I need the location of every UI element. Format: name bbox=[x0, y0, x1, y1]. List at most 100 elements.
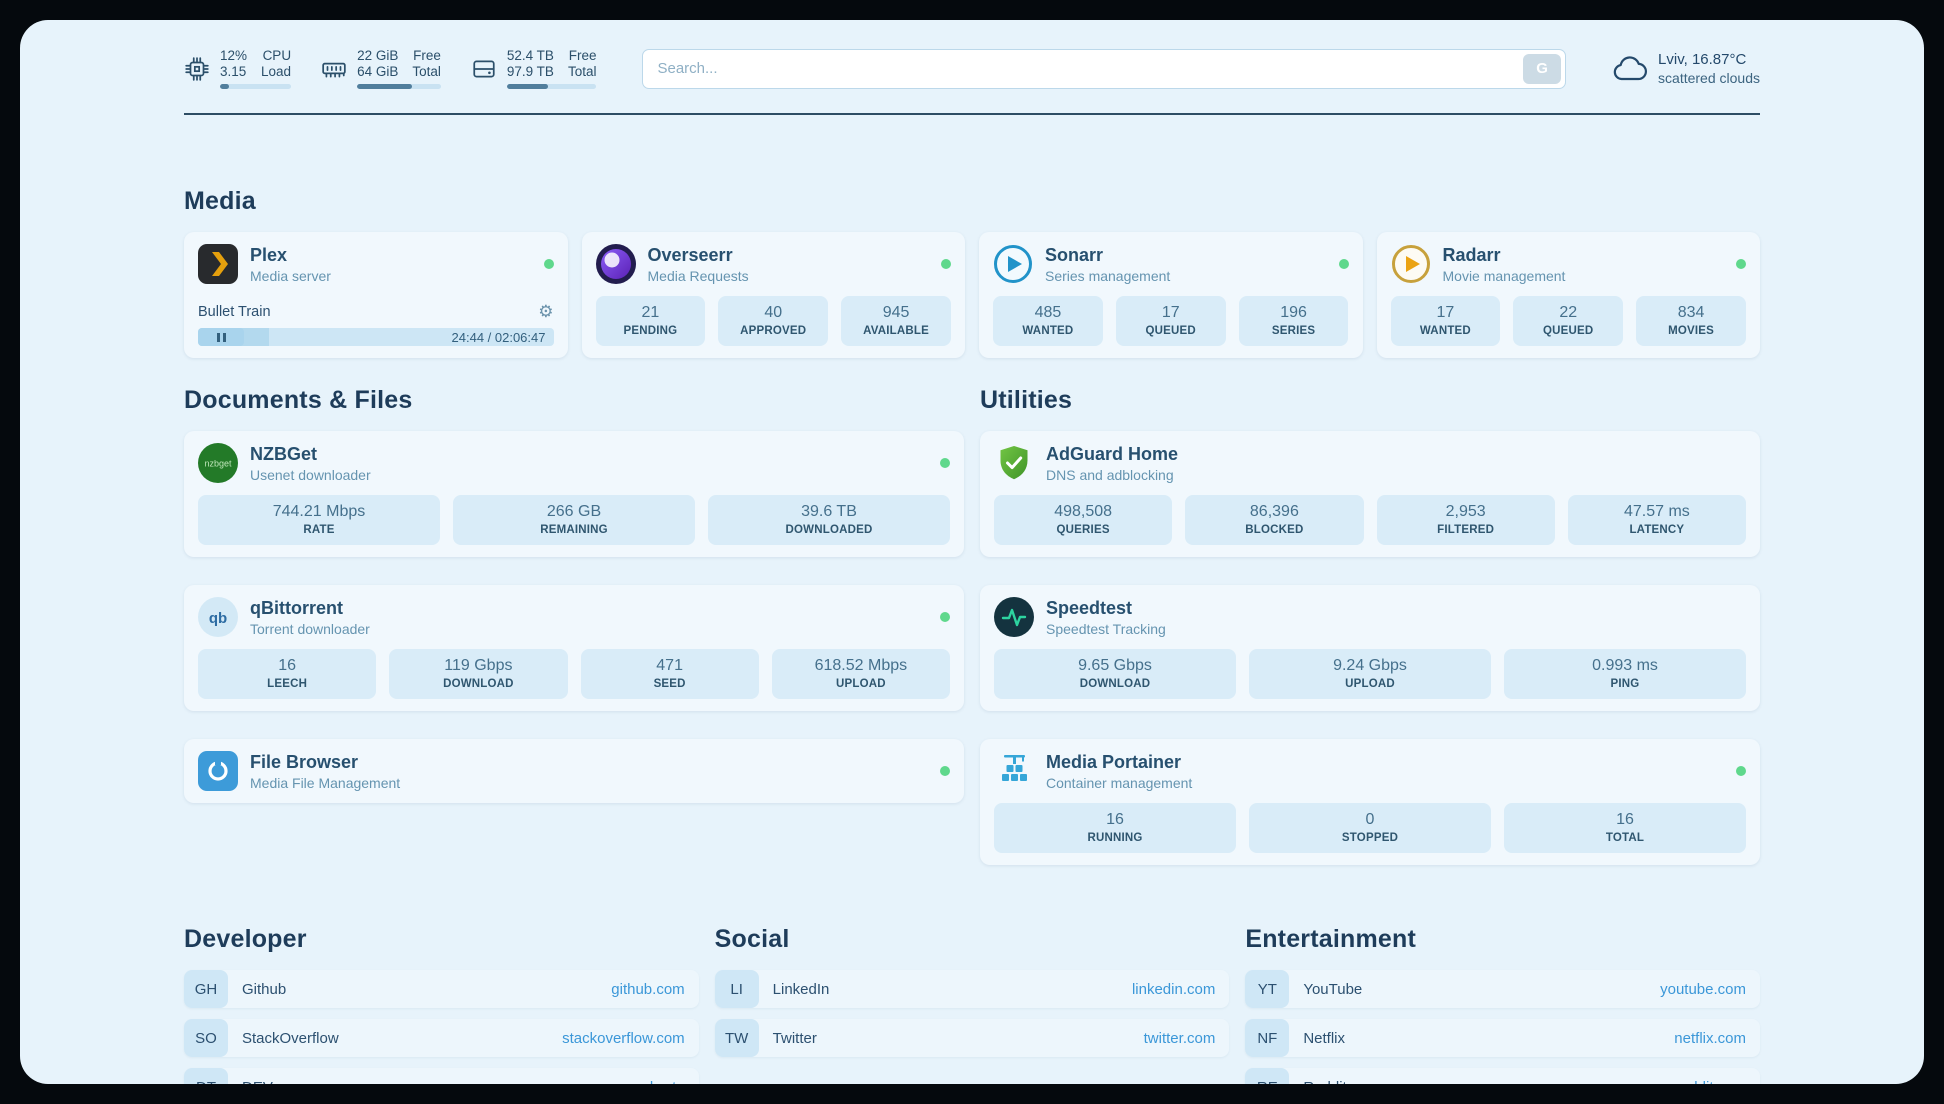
pause-button[interactable] bbox=[198, 328, 244, 346]
bookmark-url: reddit.com bbox=[1676, 1079, 1746, 1085]
search-input[interactable] bbox=[642, 48, 1567, 89]
nzbget-link[interactable]: nzbget NZBGet Usenet downloader bbox=[198, 443, 950, 483]
search-bar: G bbox=[642, 48, 1567, 89]
disk-widget: 52.4 TB Free 97.9 TB Total bbox=[471, 48, 597, 89]
bookmark-linkedin[interactable]: LI LinkedIn linkedin.com bbox=[714, 970, 1230, 1008]
bookmark-url: youtube.com bbox=[1660, 980, 1746, 998]
section-title-documents: Documents & Files bbox=[184, 386, 413, 414]
service-stats: 498,508 QUERIES 86,396 BLOCKED 2,953 FIL… bbox=[994, 483, 1746, 545]
service-card-radarr: Radarr Movie management 17 WANTED 22 QUE… bbox=[1376, 232, 1760, 358]
bookmark-stackoverflow[interactable]: SO StackOverflow stackoverflow.com bbox=[184, 1019, 699, 1057]
stat-box: 17 WANTED bbox=[1390, 296, 1501, 346]
service-name: Sonarr bbox=[1045, 244, 1104, 265]
section-title-developer: Developer bbox=[184, 925, 307, 953]
disk-icon bbox=[471, 56, 497, 82]
bookmark-name: DEV bbox=[242, 1079, 273, 1085]
service-stats: 16 LEECH 119 Gbps DOWNLOAD 471 SEED 61 bbox=[198, 637, 950, 699]
overseerr-link[interactable]: Overseerr Media Requests bbox=[595, 244, 951, 284]
portainer-link[interactable]: Media Portainer Container management bbox=[994, 751, 1746, 791]
stat-box: 196 SERIES bbox=[1238, 296, 1349, 346]
service-desc: Media Requests bbox=[647, 267, 749, 284]
memory-free-label: Free bbox=[413, 48, 441, 63]
bookmark-url: twitter.com bbox=[1143, 1029, 1216, 1047]
stat-box: 40 APPROVED bbox=[718, 296, 829, 346]
service-desc: Series management bbox=[1045, 267, 1171, 284]
weather-condition: scattered clouds bbox=[1658, 70, 1760, 86]
bookmark-name: LinkedIn bbox=[772, 980, 830, 998]
search-provider-button[interactable]: G bbox=[1523, 53, 1562, 84]
topbar: 12% CPU 3.15 Load bbox=[184, 48, 1760, 89]
bookmark-abbr: RE bbox=[1245, 1068, 1290, 1084]
service-stats: 485 WANTED 17 QUEUED 196 SERIES bbox=[993, 284, 1349, 346]
stat-box: 266 GB REMAINING bbox=[453, 495, 695, 545]
bookmark-group-developer: Developer GH Github github.com SO StackO… bbox=[184, 925, 699, 1084]
radarr-link[interactable]: Radarr Movie management bbox=[1391, 244, 1746, 284]
stat-box: 21 PENDING bbox=[595, 296, 706, 346]
memory-progressbar bbox=[357, 84, 441, 89]
stat-box: 2,953 FILTERED bbox=[1376, 495, 1555, 545]
service-stats: 744.21 Mbps RATE 266 GB REMAINING 39.6 T… bbox=[198, 483, 950, 545]
service-card-nzbget: nzbget NZBGet Usenet downloader 744.21 M… bbox=[184, 431, 964, 557]
stat-box: 945 AVAILABLE bbox=[841, 296, 951, 346]
bookmark-abbr: SO bbox=[184, 1019, 228, 1057]
bookmark-name: StackOverflow bbox=[242, 1029, 339, 1047]
qbittorrent-link[interactable]: qb qBittorrent Torrent downloader bbox=[198, 597, 950, 637]
stat-box: 744.21 Mbps RATE bbox=[198, 495, 440, 545]
cpu-load: 3.15 bbox=[220, 64, 247, 79]
bookmark-netflix[interactable]: NF Netflix netflix.com bbox=[1245, 1019, 1760, 1057]
status-dot bbox=[940, 458, 950, 468]
cpu-load-label: Load bbox=[261, 64, 292, 79]
stat-box: 16 LEECH bbox=[198, 649, 377, 699]
bookmark-youtube[interactable]: YT YouTube youtube.com bbox=[1245, 970, 1760, 1008]
service-card-speedtest: Speedtest Speedtest Tracking 9.65 Gbps D… bbox=[980, 585, 1760, 711]
plex-link[interactable]: Plex Media server bbox=[198, 244, 554, 284]
radarr-icon bbox=[1391, 244, 1431, 284]
bookmark-twitter[interactable]: TW Twitter twitter.com bbox=[714, 1019, 1230, 1057]
cloud-icon bbox=[1612, 54, 1648, 84]
service-name: NZBGet bbox=[250, 443, 317, 464]
adguard-link[interactable]: AdGuard Home DNS and adblocking bbox=[994, 443, 1746, 483]
bookmark-url: linkedin.com bbox=[1131, 980, 1216, 998]
service-card-plex: Plex Media server Bullet Train ⚙ 24:44 /… bbox=[184, 232, 568, 358]
stat-box: 39.6 TB DOWNLOADED bbox=[708, 495, 950, 545]
stat-box: 17 QUEUED bbox=[1115, 296, 1226, 346]
service-name: Plex bbox=[250, 244, 288, 265]
filebrowser-link[interactable]: File Browser Media File Management bbox=[198, 751, 950, 791]
sonarr-link[interactable]: Sonarr Series management bbox=[993, 244, 1349, 284]
service-name: qBittorrent bbox=[250, 597, 343, 618]
bookmark-name: YouTube bbox=[1303, 980, 1363, 998]
section-documents: Documents & Files nzbget NZBGet U bbox=[184, 386, 964, 865]
status-dot bbox=[1736, 766, 1746, 776]
disk-total: 97.9 TB bbox=[506, 64, 554, 79]
disk-free: 52.4 TB bbox=[506, 48, 554, 63]
bookmark-github[interactable]: GH Github github.com bbox=[184, 970, 699, 1008]
stat-box: 9.65 Gbps DOWNLOAD bbox=[994, 649, 1236, 699]
section-title-utilities: Utilities bbox=[980, 386, 1073, 414]
stat-box: 16 RUNNING bbox=[994, 803, 1236, 853]
memory-total: 64 GiB bbox=[357, 64, 399, 79]
service-card-sonarr: Sonarr Series management 485 WANTED 17 Q… bbox=[979, 232, 1363, 358]
weather-location: Lviv, 16.87°C bbox=[1658, 51, 1747, 68]
service-stats: 17 WANTED 22 QUEUED 834 MOVIES bbox=[1390, 284, 1747, 346]
memory-widget: 22 GiB Free 64 GiB Total bbox=[321, 48, 441, 89]
service-desc: DNS and adblocking bbox=[1046, 466, 1174, 483]
status-dot bbox=[1736, 259, 1746, 269]
section-title-social: Social bbox=[714, 925, 790, 953]
section-utilities: Utilities AdGuard Home bbox=[980, 386, 1760, 865]
cpu-percent: 12% bbox=[220, 48, 248, 63]
stream-progressbar: 24:44 / 02:06:47 bbox=[198, 328, 554, 346]
svg-text:nzbget: nzbget bbox=[204, 459, 232, 469]
bookmark-url: stackoverflow.com bbox=[562, 1029, 685, 1047]
gear-icon[interactable]: ⚙ bbox=[538, 302, 554, 321]
bookmark-dev[interactable]: DT DEV dev.to bbox=[184, 1068, 699, 1084]
service-desc: Usenet downloader bbox=[250, 466, 371, 483]
bookmark-reddit[interactable]: RE Reddit reddit.com bbox=[1245, 1068, 1760, 1084]
svg-text:qb: qb bbox=[209, 610, 227, 627]
bookmark-name: Reddit bbox=[1303, 1079, 1346, 1085]
service-stats: 16 RUNNING 0 STOPPED 16 TOTAL bbox=[994, 791, 1746, 853]
service-desc: Movie management bbox=[1442, 267, 1566, 284]
bookmark-abbr: DT bbox=[184, 1068, 228, 1084]
service-card-adguard: AdGuard Home DNS and adblocking 498,508 … bbox=[980, 431, 1760, 557]
stat-box: 485 WANTED bbox=[993, 296, 1103, 346]
speedtest-link[interactable]: Speedtest Speedtest Tracking bbox=[994, 597, 1746, 637]
